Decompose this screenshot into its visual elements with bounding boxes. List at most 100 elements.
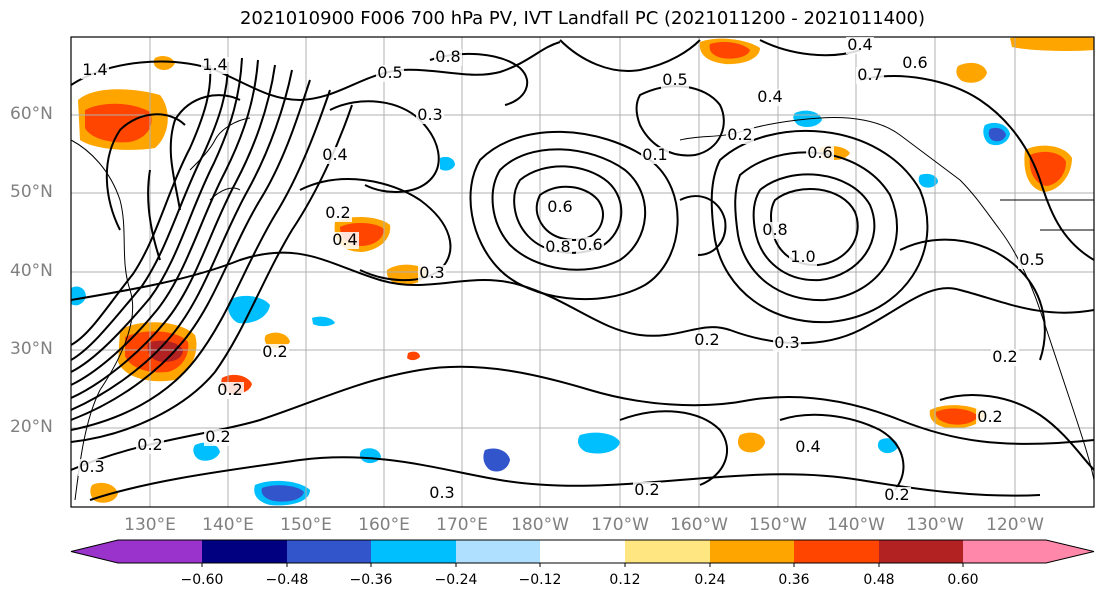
contour-label: 1.4 — [202, 55, 227, 74]
colorbar-extension-low — [71, 540, 118, 563]
contour-label: 0.6 — [577, 235, 602, 254]
contour-label: 0.2 — [205, 427, 230, 446]
contour-label: 0.8 — [762, 220, 787, 239]
contour-label-background — [201, 57, 229, 74]
latitude-label: 30°N — [10, 339, 53, 359]
positive-anomaly-patch — [85, 103, 152, 143]
longitude-label: 140°W — [827, 515, 885, 535]
colorbar-tick-label: −0.60 — [180, 572, 224, 588]
contour-label-background — [756, 89, 784, 106]
contour-label: 0.5 — [377, 63, 402, 82]
colorbar-segment — [287, 540, 372, 563]
latitude-label: 60°N — [10, 104, 53, 124]
contour-label-background — [376, 65, 404, 82]
latitude-label: 40°N — [10, 261, 53, 281]
negative-anomaly-patch — [440, 156, 455, 171]
coastlines — [71, 117, 1094, 501]
contour-label: 0.2 — [325, 203, 350, 222]
negative-anomaly-patch — [578, 432, 620, 454]
longitude-label: 170°E — [436, 515, 488, 535]
contour-label: 0.3 — [417, 105, 442, 124]
negative-anomaly-patch — [483, 448, 510, 472]
map-border — [70, 36, 1095, 508]
contour-label-background — [576, 237, 604, 254]
contour-label-background — [794, 439, 822, 456]
contour-label: 0.8 — [545, 237, 570, 256]
contour-label: 0.3 — [429, 483, 454, 502]
contour-label-background — [789, 249, 817, 266]
contour-label-background — [633, 482, 661, 499]
contour-label-background — [773, 335, 801, 352]
colorbar-tick-label: 0.36 — [778, 572, 810, 588]
contour-label-background — [641, 147, 669, 164]
contour-label-background — [976, 409, 1004, 426]
contour-label: 0.5 — [662, 70, 687, 89]
negative-anomaly-patch — [918, 173, 938, 188]
negative-anomaly-patch — [877, 438, 898, 454]
colorbar-segment — [117, 540, 202, 563]
contour-label: 0.6 — [547, 197, 572, 216]
contour-label-background — [991, 349, 1019, 366]
contour-label-background — [846, 37, 874, 54]
positive-anomaly-patch — [407, 351, 420, 361]
contour-label-background — [321, 147, 349, 164]
negative-anomaly-patch — [261, 485, 304, 502]
contour-label-background — [428, 485, 456, 502]
positive-anomaly-patch — [1010, 37, 1094, 51]
longitude-label: 160°W — [670, 515, 728, 535]
positive-anomaly-patch — [153, 55, 175, 71]
contour-label-group: 1.4 1.4 0.5 0.8 0.3 0.4 0.5 0.7 0.6 0.2 0.2 0.6 0.4 0… — [78, 35, 1046, 504]
longitude-label: 180°W — [511, 515, 569, 535]
colorbar-segment — [456, 540, 541, 563]
longitude-label: 120°W — [986, 515, 1044, 535]
longitude-label: 170°W — [591, 515, 649, 535]
contour-label: 0.2 — [727, 125, 752, 144]
contour-label-background — [761, 222, 789, 239]
contour-label-background — [416, 107, 444, 124]
colorbar-segment — [879, 540, 964, 563]
contour-label: 0.2 — [694, 330, 719, 349]
contour-label: 0.4 — [757, 87, 782, 106]
colorbar-tick-label: 0.24 — [694, 572, 726, 588]
contour-label: 0.2 — [634, 480, 659, 499]
contour-label-background — [78, 459, 106, 476]
longitude-label: 150°E — [280, 515, 332, 535]
contour-label: 0.4 — [795, 437, 820, 456]
contour-label-background — [661, 72, 689, 89]
contour-label: 1.0 — [790, 247, 815, 266]
contour-label: 0.2 — [884, 485, 909, 504]
contour-label: 0.5 — [1019, 250, 1044, 269]
positive-anomaly-patch — [737, 432, 765, 453]
colorbar-outline — [70, 539, 1095, 564]
pv-contours — [71, 39, 1094, 501]
contour-label: 1.4 — [82, 60, 107, 79]
colorbar-tick-label: −0.24 — [434, 572, 478, 588]
latitude-label: 20°N — [10, 417, 53, 437]
negative-anomaly-patch — [193, 442, 220, 461]
contour-label-background — [693, 332, 721, 349]
contour-label: 0.4 — [847, 35, 872, 54]
colorbar-segment — [202, 540, 288, 563]
contour-label-background — [546, 199, 574, 216]
contour-label: 0.6 — [902, 53, 927, 72]
contour-label-background — [418, 265, 446, 282]
contour-label-background — [544, 239, 572, 256]
colorbar-tick-label: 0.48 — [863, 572, 895, 588]
longitude-label: 130°W — [906, 515, 964, 535]
contour-label: 0.4 — [322, 145, 347, 164]
negative-anomaly-patch — [988, 127, 1006, 142]
negative-anomaly-patch — [228, 295, 270, 324]
contour-label: 0.4 — [332, 230, 357, 249]
contour-label: 0.2 — [977, 407, 1002, 426]
colorbar-extension-high — [1046, 540, 1094, 563]
colorbar-segment — [963, 540, 1047, 563]
contour-label: 0.2 — [137, 435, 162, 454]
contour-label-background — [204, 429, 232, 446]
contour-label: 0.2 — [262, 342, 287, 361]
contour-label-background — [1018, 252, 1046, 269]
contour-label-background — [324, 205, 352, 222]
colorbar-tick-label: 0.60 — [947, 572, 979, 588]
contour-label-background — [261, 344, 289, 361]
contour-label: 0.8 — [435, 47, 460, 66]
